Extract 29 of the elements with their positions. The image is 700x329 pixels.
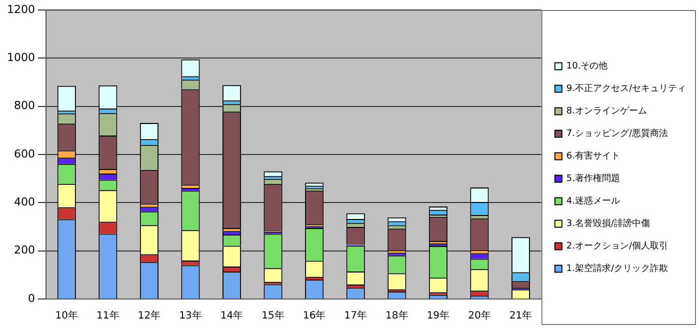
y-tick-label: 1200 [6,2,35,16]
x-tick-label: 16年 [302,310,326,322]
x-tick-label: 12年 [138,310,161,322]
x-tick-label: 20年 [468,310,491,322]
y-tick-label: 400 [14,196,35,209]
x-tick-label: 10年 [55,310,78,322]
x-tick-label: 15年 [262,310,284,322]
x-tick-label: 21年 [509,310,532,322]
x-tick-label: 19年 [426,310,450,322]
legend-label: 8.オンラインゲーム [566,106,647,117]
legend-label: 2.オークション/個人取引 [566,240,668,252]
x-tick-label: 13年 [179,310,202,322]
legend-label: 1.架空請求/クリック詐欺 [566,263,668,274]
y-tick-label: 800 [14,99,35,112]
x-tick-label: 18年 [386,310,408,322]
legend-label: 7.ショッピング/悪質商法 [566,128,668,140]
legend-label: 5.著作権問題 [566,173,620,184]
legend-label: 9.不正アクセス/セキュリティ [566,84,686,94]
y-tick-label: 200 [14,244,35,257]
x-tick-label: 14年 [220,310,244,322]
legend-label: 10.その他 [566,60,608,72]
x-tick-label: 17年 [344,310,367,322]
x-tick-label: 11年 [96,310,120,322]
y-tick-label: 0 [28,292,35,305]
legend-label: 4.迷惑メール [566,196,620,207]
legend-label: 3.名誉毀損/誹謗中傷 [566,218,650,230]
legend-label: 6.有害サイト [566,150,620,162]
y-tick-label: 1000 [6,51,35,64]
y-tick-label: 600 [14,147,35,160]
